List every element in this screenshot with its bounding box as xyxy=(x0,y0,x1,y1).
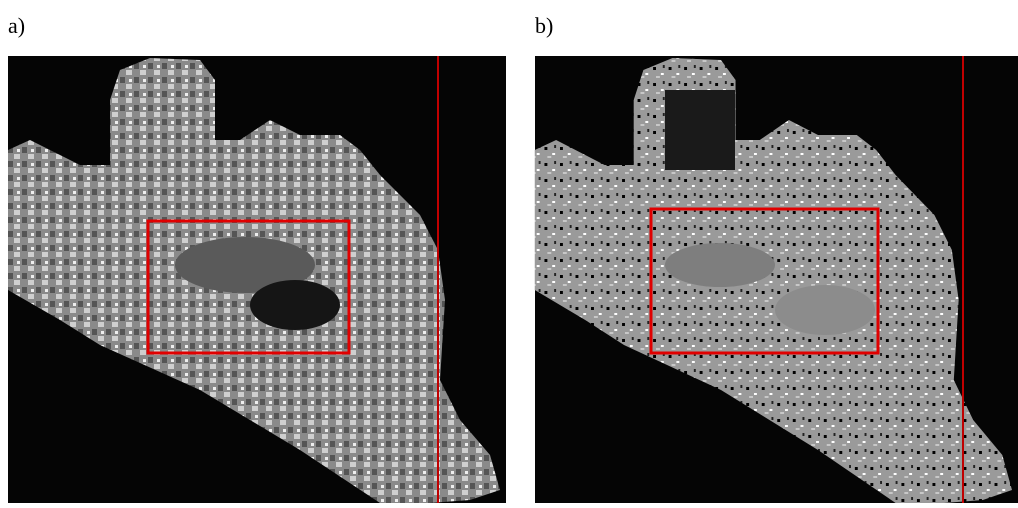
image-a xyxy=(8,56,506,503)
image-b xyxy=(535,56,1018,503)
figure: a) b) xyxy=(0,0,1018,503)
panel-label: b) xyxy=(535,13,553,38)
panel-label: a) xyxy=(8,13,25,38)
